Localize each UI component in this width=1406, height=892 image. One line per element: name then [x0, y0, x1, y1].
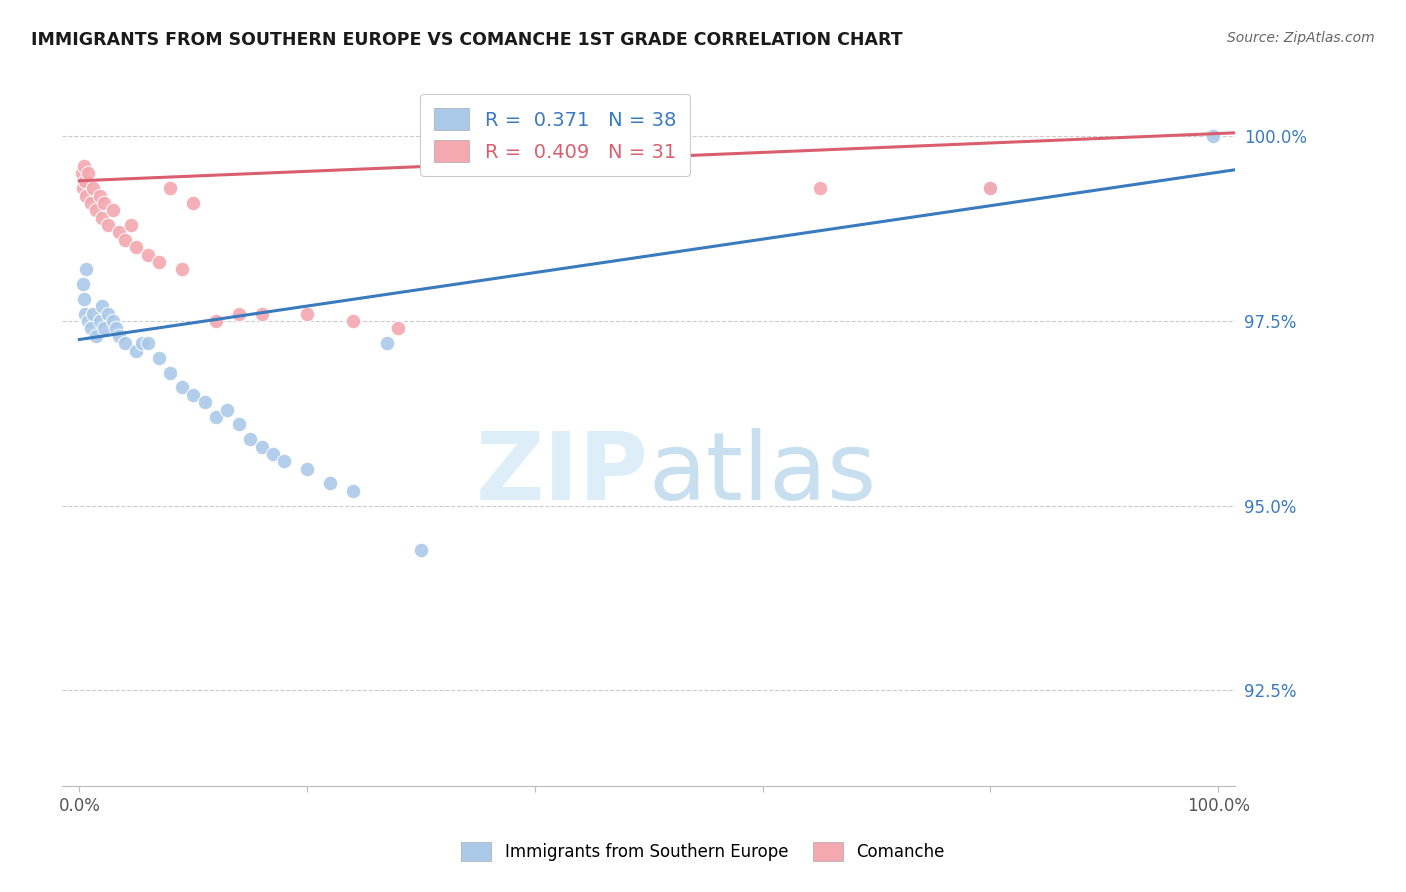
Point [194, 395, 217, 409]
Point [979, 181, 1001, 195]
Y-axis label: 1st Grade: 1st Grade [0, 398, 7, 466]
Point [86, 203, 108, 218]
Point [73, 159, 96, 173]
Legend: Immigrants from Southern Europe, Comanche: Immigrants from Southern Europe, Comanch… [454, 835, 952, 868]
Point [181, 388, 204, 402]
Point [159, 366, 181, 380]
Point [342, 314, 364, 328]
Point [93, 321, 115, 335]
Point [97, 307, 120, 321]
Point [103, 314, 125, 328]
Point [73, 307, 96, 321]
Text: ZIP: ZIP [475, 428, 648, 520]
Point [159, 181, 181, 195]
Point [375, 336, 398, 351]
Point [217, 402, 239, 417]
Point [205, 314, 228, 328]
Point [262, 447, 284, 461]
Point [136, 336, 159, 351]
Point [72, 277, 94, 292]
Point [250, 440, 273, 454]
Point [108, 328, 131, 343]
Point [82, 181, 104, 195]
Point [148, 351, 170, 365]
Point [228, 307, 250, 321]
Point [239, 432, 262, 446]
Point [77, 314, 100, 328]
Point [148, 255, 170, 269]
Point [979, 181, 1001, 195]
Point [273, 454, 295, 468]
Point [72, 181, 94, 195]
Point [295, 307, 318, 321]
Point [1201, 129, 1223, 144]
Point [120, 218, 142, 232]
Text: Source: ZipAtlas.com: Source: ZipAtlas.com [1227, 31, 1375, 45]
Point [103, 203, 125, 218]
Point [409, 542, 432, 557]
Point [387, 321, 409, 335]
Point [75, 262, 97, 277]
Point [104, 321, 127, 335]
Point [80, 321, 103, 335]
Point [86, 328, 108, 343]
Point [73, 292, 96, 306]
Text: atlas: atlas [648, 428, 877, 520]
Point [228, 417, 250, 432]
Point [82, 307, 104, 321]
Point [125, 240, 148, 254]
Point [342, 483, 364, 498]
Point [295, 461, 318, 475]
Point [89, 188, 111, 202]
Point [181, 196, 204, 211]
Point [114, 233, 136, 247]
Point [170, 380, 193, 394]
Legend: R =  0.371   N = 38, R =  0.409   N = 31: R = 0.371 N = 38, R = 0.409 N = 31 [420, 95, 689, 176]
Point [70, 166, 93, 180]
Point [91, 211, 114, 225]
Point [73, 174, 96, 188]
Point [77, 166, 100, 180]
Point [170, 262, 193, 277]
Point [91, 299, 114, 313]
Point [108, 226, 131, 240]
Point [80, 196, 103, 211]
Point [75, 188, 97, 202]
Point [808, 181, 831, 195]
Point [205, 410, 228, 425]
Point [250, 307, 273, 321]
Point [131, 336, 153, 351]
Text: IMMIGRANTS FROM SOUTHERN EUROPE VS COMANCHE 1ST GRADE CORRELATION CHART: IMMIGRANTS FROM SOUTHERN EUROPE VS COMAN… [31, 31, 903, 49]
Point [136, 247, 159, 261]
Point [89, 314, 111, 328]
Point [125, 343, 148, 358]
Point [319, 476, 342, 491]
Point [114, 336, 136, 351]
Point [97, 218, 120, 232]
Point [93, 196, 115, 211]
